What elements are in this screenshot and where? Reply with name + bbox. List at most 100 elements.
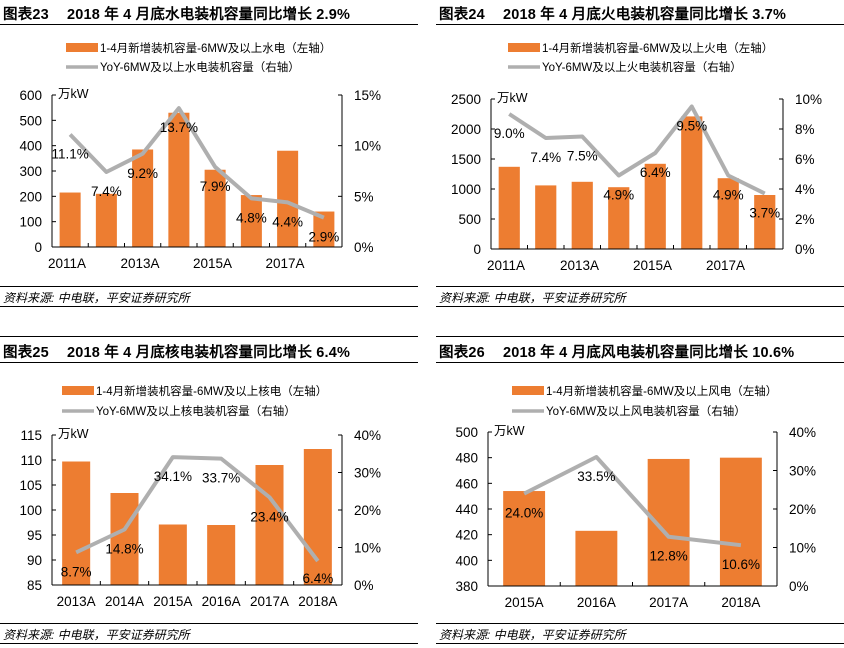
bar (255, 465, 284, 585)
bar (498, 166, 520, 249)
source-note: 资料来源: 中电联，平安证券研究所 (439, 628, 626, 642)
bar (62, 461, 91, 585)
x-tick-label: 2013A (560, 258, 599, 273)
figure-title: 图表23 2018 年 4 月底水电装机容量同比增长 2.9% (3, 3, 350, 24)
y2-tick-label: 6% (795, 152, 815, 167)
bar (95, 193, 117, 247)
y2-tick-label: 20% (354, 503, 381, 518)
data-label: 7.4% (91, 184, 122, 199)
legend-line-label: YoY-6MW及以上水电装机容量（右轴） (100, 60, 300, 74)
y2-tick-label: 40% (789, 425, 816, 440)
unit-label: 万kW (494, 424, 525, 438)
figure-title: 图表25 2018 年 4 月底核电装机容量同比增长 6.4% (3, 341, 350, 362)
y2-tick-label: 10% (354, 139, 381, 154)
legend-bar-swatch (66, 43, 98, 52)
y-tick-label: 110 (20, 453, 42, 468)
figure-26-panel: 图表26 2018 年 4 月底风电装机容量同比增长 10.6% 1-4月新增装机… (436, 336, 844, 648)
y2-tick-label: 20% (789, 502, 816, 517)
y-tick-label: 0 (473, 242, 481, 257)
title-rule (0, 24, 418, 25)
bar (575, 530, 618, 586)
yoy-line (508, 104, 766, 196)
y-tick-label: 440 (455, 502, 478, 517)
data-label: 3.7% (749, 206, 780, 221)
y2-tick-label: 0% (795, 242, 815, 257)
y-tick-label: 500 (19, 113, 42, 128)
y2-tick-label: 8% (795, 122, 815, 137)
data-label: 9.2% (127, 166, 158, 181)
y-tick-label: 480 (455, 451, 478, 466)
data-label: 4.4% (272, 214, 303, 229)
legend-line-label: YoY-6MW及以上风电装机容量（右轴） (546, 404, 746, 418)
source-top-rule (436, 623, 844, 624)
legend-bar-swatch (62, 386, 94, 395)
chart-26: 1-4月新增装机容量-6MW及以上风电（左轴） YoY-6MW及以上风电装机容量（… (455, 384, 816, 610)
y-tick-label: 400 (455, 553, 478, 568)
y2-tick-label: 30% (789, 464, 816, 479)
bar (110, 493, 139, 585)
bar (204, 169, 226, 247)
y-tick-label: 420 (455, 528, 478, 543)
legend-line-label: YoY-6MW及以上核电装机容量（右轴） (96, 404, 296, 418)
x-tick-label: 2014A (105, 594, 144, 609)
legend-bar-label: 1-4月新增装机容量-6MW及以上火电（左轴） (542, 41, 773, 55)
y2-tick-label: 0% (354, 240, 374, 255)
y2-tick-label: 30% (354, 466, 381, 481)
x-tick-label: 2011A (48, 256, 86, 271)
source-top-rule (436, 286, 844, 287)
data-label: 9.0% (494, 126, 525, 141)
data-label: 24.0% (505, 506, 543, 521)
title-top-rule (436, 336, 844, 337)
title-top-rule (0, 336, 418, 337)
y2-tick-label: 2% (795, 212, 815, 227)
bar (303, 449, 332, 585)
source-bottom-rule (436, 643, 844, 644)
data-label: 8.7% (61, 564, 92, 579)
y-tick-label: 2500 (451, 92, 481, 107)
y-tick-label: 115 (20, 428, 42, 443)
x-tick-label: 2017A (649, 595, 688, 610)
figure-number: 图表25 (3, 345, 49, 361)
source-note: 资料来源: 中电联，平安证券研究所 (3, 291, 190, 305)
data-label: 34.1% (154, 469, 192, 484)
bar (503, 491, 546, 586)
source-note: 资料来源: 中电联，平安证券研究所 (439, 291, 626, 305)
x-tick-label: 2013A (121, 256, 160, 271)
data-label: 7.5% (567, 149, 598, 164)
legend-bar-swatch (512, 386, 544, 395)
bar (719, 457, 762, 586)
bar (313, 211, 335, 247)
yoy-line (523, 455, 742, 548)
bar (207, 525, 236, 585)
source-bottom-rule (436, 306, 844, 307)
y2-tick-label: 0% (789, 579, 809, 594)
data-label: 7.9% (200, 179, 231, 194)
bar (754, 195, 776, 249)
figure-number: 图表24 (439, 7, 485, 23)
figure-23-panel: 图表23 2018 年 4 月底水电装机容量同比增长 2.9% 1-4月新增装机容… (0, 0, 418, 310)
y-tick-label: 500 (455, 425, 478, 440)
x-tick-label: 2015A (505, 595, 544, 610)
y-tick-label: 95 (27, 528, 42, 543)
data-label: 12.8% (649, 549, 687, 564)
y-tick-label: 200 (19, 189, 42, 204)
x-tick-label: 2018A (721, 595, 760, 610)
bar (535, 185, 557, 249)
data-label: 4.9% (603, 188, 634, 203)
source-note: 资料来源: 中电联，平安证券研究所 (3, 628, 190, 642)
y-tick-label: 460 (455, 476, 478, 491)
legend-bar-swatch (508, 43, 540, 52)
source-bottom-rule (0, 643, 418, 644)
unit-label: 万kW (58, 87, 89, 101)
yoy-line (68, 106, 325, 220)
x-tick-label: 2015A (153, 594, 192, 609)
figure-title-text: 2018 年 4 月底风电装机容量同比增长 10.6% (502, 345, 795, 361)
y-tick-label: 400 (19, 139, 42, 154)
x-tick-label: 2015A (193, 256, 232, 271)
x-tick-label: 2013A (57, 594, 96, 609)
y-tick-label: 2000 (451, 122, 481, 137)
x-tick-label: 2016A (577, 595, 616, 610)
y2-tick-label: 5% (354, 189, 374, 204)
chart-24: 1-4月新增装机容量-6MW及以上火电（左轴） YoY-6MW及以上火电装机容量（… (451, 41, 822, 273)
bar (59, 192, 81, 247)
